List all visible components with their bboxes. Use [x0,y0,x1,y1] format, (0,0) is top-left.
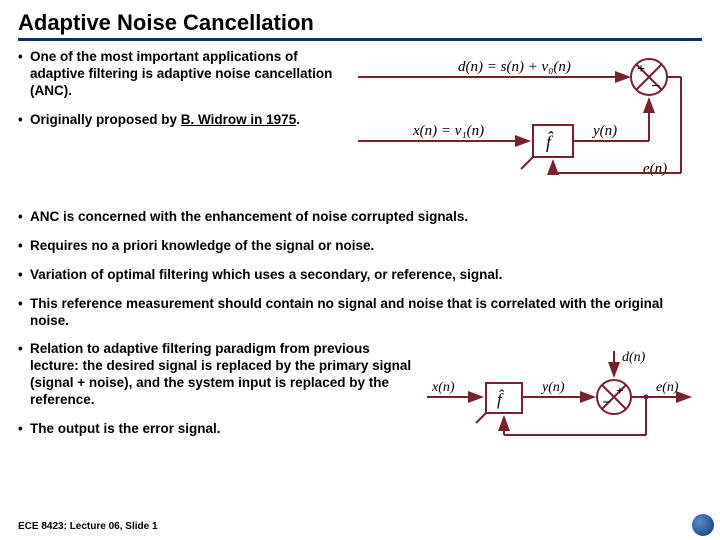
plus-sign-2: + [616,383,623,398]
bullet-item: This reference measurement should contai… [18,296,702,330]
x-label-2: x(n) [431,380,455,395]
period: . [296,112,300,127]
y-label: y(n) [591,123,617,139]
minus-sign-2: − [602,395,611,411]
page-title: Adaptive Noise Cancellation [18,10,702,41]
d-label-2: d(n) [622,350,646,365]
x-equation: x(n) = v₁(n) [412,123,484,139]
bullet-item: Requires no a priori knowledge of the si… [18,238,702,255]
anc-diagram-2: x(n) f̂ y(n) + − d(n) e(n) [422,345,702,455]
globe-logo-icon [692,514,714,536]
y-label-2: y(n) [540,380,565,395]
bullet-item: Originally proposed by B. Widrow in 1975… [18,112,333,129]
d-equation: d(n) = s(n) + v₀(n) [458,59,571,75]
bullet-text: Originally proposed by [30,112,177,127]
plus-sign: + [637,62,645,77]
bullet-item: Variation of optimal filtering which use… [18,267,702,284]
e-label: e(n) [643,161,667,177]
minus-sign: − [651,78,661,95]
bullet-item: Relation to adaptive filtering paradigm … [18,341,412,409]
slide-footer: ECE 8423: Lecture 06, Slide 1 [18,521,158,532]
bullet-item: The output is the error signal. [18,421,412,438]
widrow-link[interactable]: B. Widrow in 1975 [181,112,296,127]
anc-diagram-1: d(n) = s(n) + v₀(n) + − x(n) = v₁(n) f̂ … [353,49,693,209]
bullet-item: ANC is concerned with the enhancement of… [18,209,702,226]
bullet-item: One of the most important applications o… [18,49,333,100]
e-label-2: e(n) [656,380,679,395]
